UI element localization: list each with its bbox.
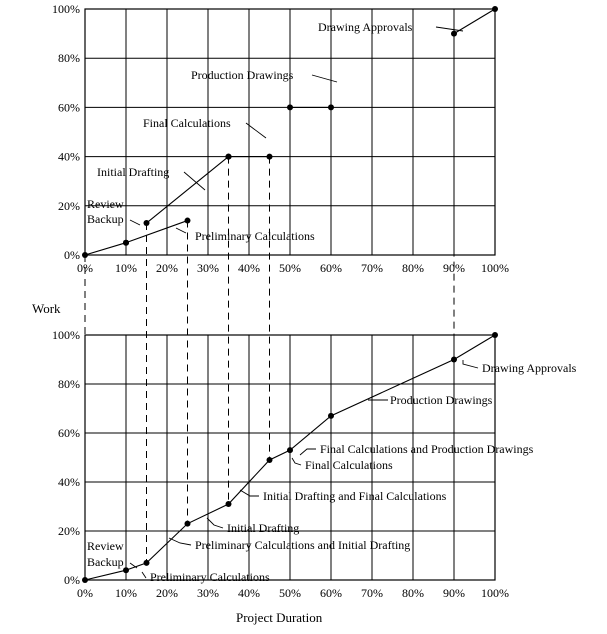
data-point [82,577,88,583]
y-tick-label: 0% [64,248,80,262]
top-panel: 0% 10% 20% 30% 40% 50% 60% 70% 80% 90% 100% 0% 20% 40… [52,2,509,275]
annotation-label: Preliminary Calculations [150,570,270,584]
annotation-leader [245,122,267,139]
annotation-label: Final Calculations [305,458,393,472]
y-tick-label: 80% [58,377,80,391]
plot-frame [84,8,496,256]
data-point [266,153,273,160]
annotation-label: Production Drawings [191,68,294,82]
x-tick-label: 10% [115,586,137,600]
data-point [328,412,334,419]
data-point [492,6,498,12]
series-line [84,334,496,581]
annotation-leader [299,448,316,456]
annotation-label: Backup [87,212,124,226]
x-tick-label: 100% [481,586,509,600]
data-point [451,30,457,37]
annotation-label: Initial Drafting [97,165,169,179]
series-line [146,156,229,224]
x-tick-label: 0% [77,586,93,600]
annotation-leader [141,571,147,579]
data-point [184,217,191,224]
data-point [287,104,293,111]
data-point [225,153,232,160]
data-point [287,447,293,454]
x-axis-label: Project Duration [236,610,323,625]
annotation-leader [311,74,338,83]
annotation-label: Final Calculations [143,116,231,130]
series-line [84,242,127,256]
x-tick-label: 0% [77,261,93,275]
data-point [451,356,457,363]
data-point [82,252,88,258]
x-tick-label: 40% [238,261,260,275]
annotation-label: Final Calculations and Production Drawin… [320,442,534,456]
x-tick-label: 60% [320,586,342,600]
plot-frame [84,334,496,581]
x-tick-label: 100% [481,261,509,275]
annotation-label: Review [87,539,124,553]
annotation-label: Preliminary Calculations [195,229,315,243]
annotation-label: Initial Drafting and Final Calculations [263,489,447,503]
annotation-leader [129,562,138,569]
y-tick-label: 80% [58,51,80,65]
data-point [143,220,150,227]
bottom-panel: 0% 10% 20% 30% 40% 50% 60% 70% 80% 90% 100% 0% 20% 40… [52,328,577,600]
data-point [328,104,334,111]
x-tick-label: 90% [443,586,465,600]
y-tick-label: 100% [52,328,80,342]
annotation-leader [435,26,464,32]
annotation-leader [175,227,187,234]
annotation-leader [462,360,479,369]
x-tick-label: 90% [443,261,465,275]
annotation-leader [239,489,259,497]
annotation-leader [206,517,224,529]
annotation-label: Preliminary Calculations and Initial Dra… [195,538,410,552]
annotation-label: Drawing Approvals [318,20,413,34]
data-point [266,456,273,463]
x-tick-label: 80% [402,261,424,275]
x-tick-label: 30% [197,586,219,600]
data-point [492,332,498,338]
x-tick-label: 70% [361,261,383,275]
annotation-leader [168,537,192,546]
x-tick-label: 50% [279,261,301,275]
x-tick-label: 10% [115,261,137,275]
series-line [125,220,188,244]
annotation-label: Review [87,197,124,211]
y-tick-label: 60% [58,426,80,440]
y-tick-label: 100% [52,2,80,16]
annotation-label: Initial Drafting [227,521,299,535]
y-tick-label: 20% [58,524,80,538]
x-tick-label: 70% [361,586,383,600]
y-tick-label: 0% [64,573,80,587]
x-tick-label: 20% [156,261,178,275]
y-tick-label: 40% [58,475,80,489]
x-tick-label: 30% [197,261,219,275]
data-point [225,501,232,508]
x-tick-label: 40% [238,586,260,600]
y-tick-label: 60% [58,100,80,114]
annotation-leader [129,219,141,226]
data-point [143,559,150,566]
data-point [123,239,129,246]
x-tick-label: 20% [156,586,178,600]
data-point [123,567,129,574]
annotation-leader [291,457,302,466]
y-tick-label: 40% [58,150,80,164]
annotation-label: Backup [87,555,124,569]
y-axis-label: Work [32,301,61,316]
x-tick-label: 80% [402,586,424,600]
y-tick-label: 20% [58,199,80,213]
annotation-label: Production Drawings [390,393,493,407]
x-tick-label: 60% [320,261,342,275]
annotation-label: Drawing Approvals [482,361,577,375]
series-line [453,8,496,35]
annotation-leader [183,171,206,191]
x-tick-label: 50% [279,586,301,600]
data-point [184,520,191,527]
